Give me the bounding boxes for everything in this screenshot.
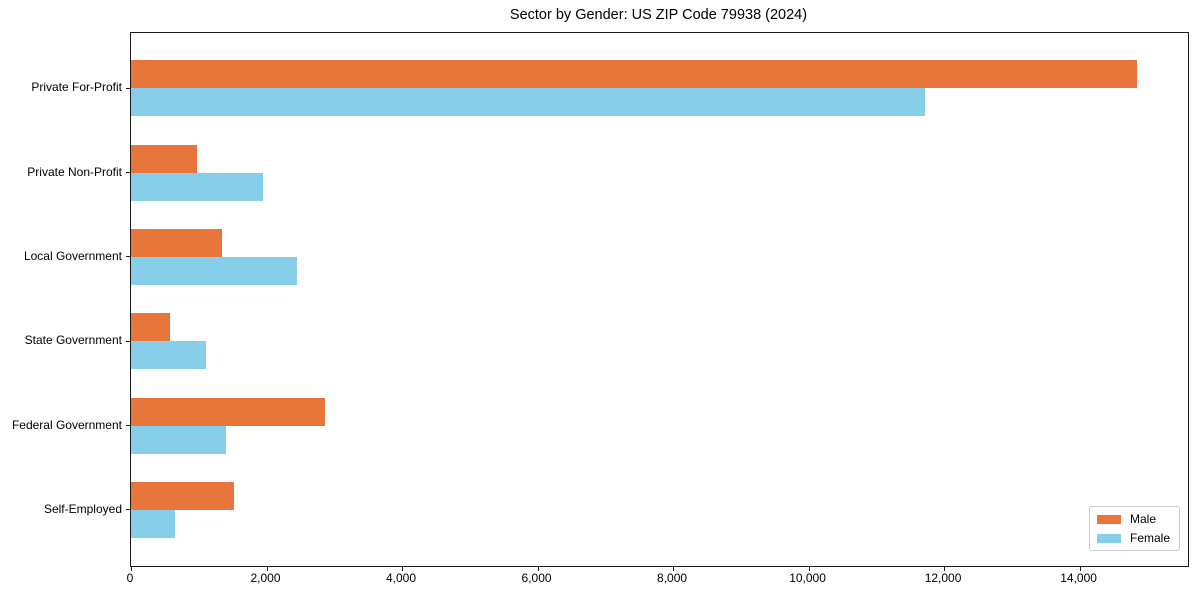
y-tick-mark <box>126 87 131 89</box>
y-tick-mark <box>126 425 131 426</box>
x-tick-label-10-000: 10,000 <box>789 571 826 585</box>
x-tick-label-0: 0 <box>126 571 134 585</box>
bar-federal-government-male <box>131 397 325 426</box>
legend-swatch-male <box>1096 514 1121 524</box>
category-label-local-government: Local Government <box>23 248 122 263</box>
plot-area <box>126 32 1189 571</box>
bar-local-government-female <box>131 256 297 285</box>
category-label-private-for-profit: Private For-Profit <box>31 80 122 95</box>
bar-private-for-profit-male <box>131 60 1137 89</box>
y-tick-mark <box>126 340 131 342</box>
x-tick-mark <box>944 566 946 571</box>
legend: Male Female <box>1088 506 1180 551</box>
legend-label-male: Male <box>1129 512 1156 526</box>
x-tick-mark <box>266 566 268 571</box>
x-tick-label-2-000: 2,000 <box>250 571 281 585</box>
x-tick-label-12-000: 12,000 <box>924 571 962 585</box>
bar-federal-government-female <box>131 425 226 454</box>
x-tick-mark <box>673 566 675 571</box>
bar-local-government-male <box>131 228 222 257</box>
legend-entry-female: Female <box>1096 531 1170 545</box>
x-tick-label-4-000: 4,000 <box>386 571 417 585</box>
legend-entry-male: Male <box>1096 512 1170 526</box>
legend-label-female: Female <box>1129 531 1170 545</box>
legend-swatch-female <box>1096 533 1121 543</box>
x-tick-label-8-000: 8,000 <box>657 571 688 585</box>
bar-state-government-female <box>131 341 206 370</box>
x-tick-mark <box>537 566 539 571</box>
category-label-federal-government: Federal Government <box>11 417 122 432</box>
bar-private-non-profit-female <box>131 172 263 201</box>
y-tick-mark <box>126 172 131 174</box>
category-label-self-employed: Self-Employed <box>43 501 122 516</box>
y-tick-mark <box>126 256 131 258</box>
category-label-private-non-profit: Private Non-Profit <box>27 164 122 179</box>
x-tick-mark <box>808 566 810 571</box>
bar-private-non-profit-male <box>131 144 197 173</box>
bar-self-employed-male <box>131 481 234 510</box>
x-tick-label-14-000: 14,000 <box>1060 571 1097 585</box>
bar-private-for-profit-female <box>131 88 925 117</box>
category-label-state-government: State Government <box>24 333 122 348</box>
x-tick-mark <box>1079 566 1081 571</box>
bar-self-employed-female <box>131 509 175 538</box>
chart-title: Sector by Gender: US ZIP Code 79938 (202… <box>509 7 808 23</box>
x-tick-label-6-000: 6,000 <box>521 571 552 585</box>
y-tick-mark <box>126 509 131 511</box>
bar-state-government-male <box>131 313 170 342</box>
x-tick-mark <box>131 566 132 571</box>
x-tick-mark <box>402 566 404 571</box>
